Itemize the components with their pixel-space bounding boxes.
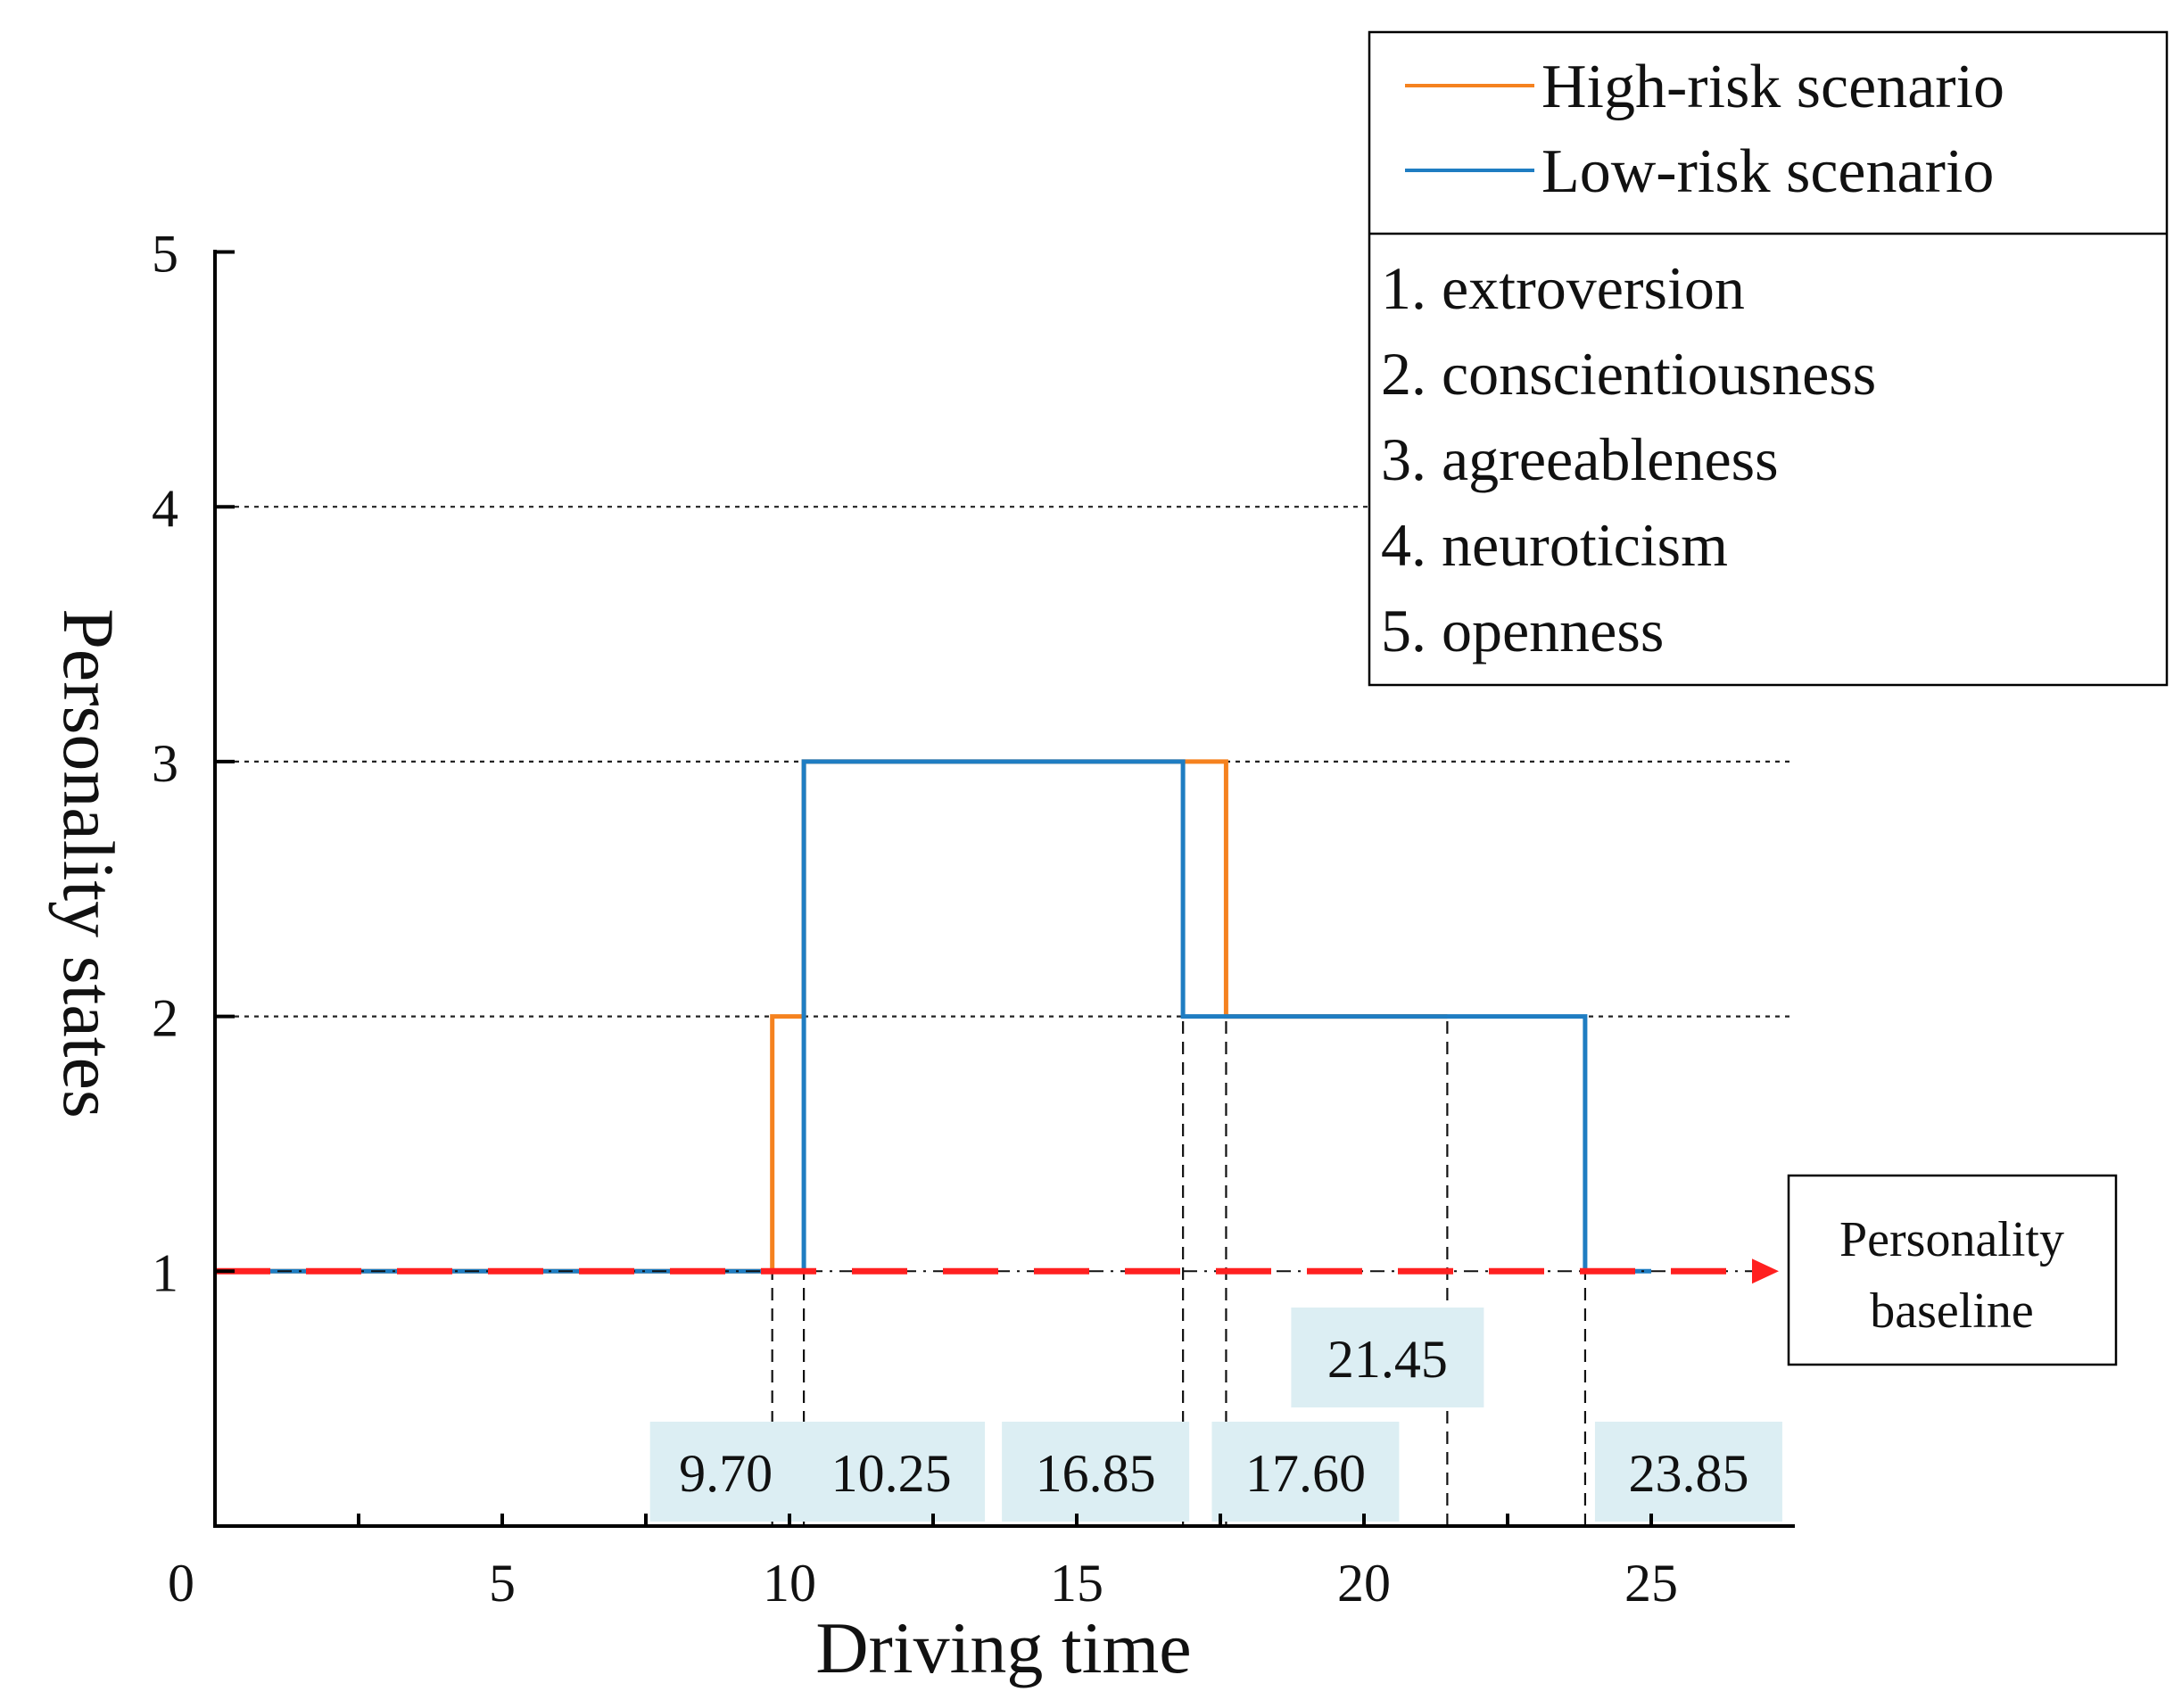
time-label-5: 21.45 [1327,1330,1448,1389]
legend-state-2: 2. conscientiousness [1381,340,1876,408]
series-lines [215,759,1651,1274]
legend-state-1: 1. extroversion [1381,254,1745,322]
y-axis-title: Personality states [48,608,129,1118]
legend-label-high-risk: High-risk scenario [1541,53,2004,121]
y-tick-label-5: 5 [152,225,178,284]
series-line-low-risk [215,759,1651,1274]
baseline-label-line1: Personality [1839,1212,2064,1267]
legend-state-4: 4. neuroticism [1381,511,1728,579]
x-tick-label-5: 5 [489,1554,516,1613]
legend-label-low-risk: Low-risk scenario [1541,137,1994,206]
y-tick-label-1: 1 [152,1243,178,1302]
y-tick-label-3: 3 [152,734,178,793]
baseline-arrowhead [1752,1258,1779,1284]
baseline-label-line2: baseline [1870,1283,2033,1339]
time-label-box-4 [1211,1422,1400,1522]
legend-state-5: 5. openness [1381,597,1664,664]
baseline-label-box: Personality baseline [1787,1174,2118,1366]
axes [213,250,1795,1528]
x-tick-label-10: 10 [763,1554,816,1613]
time-label-box-6 [1594,1422,1782,1522]
time-label-2: 10.25 [831,1444,952,1503]
axis-ticks: 0 5 10 15 20 25 1 2 3 4 5 [152,225,1678,1613]
personality-baseline [215,1258,1779,1284]
legend: High-risk scenario Low-risk scenario 1. … [1368,30,2169,687]
x-tick-label-25: 25 [1624,1554,1678,1613]
x-axis-title: Driving time [815,1607,1191,1688]
x-tick-label-20: 20 [1337,1554,1391,1613]
time-label-boxes: 9.70 10.25 16.85 17.60 21.45 23.85 [649,1308,1782,1522]
y-tick-label-4: 4 [152,479,178,538]
baseline-label-frame [1787,1174,2118,1366]
y-tick-label-2: 2 [152,989,178,1048]
legend-state-3: 3. agreeableness [1381,425,1779,493]
time-label-1: 9.70 [679,1444,773,1503]
time-label-4: 17.60 [1245,1444,1366,1503]
x-tick-label-15: 15 [1050,1554,1103,1613]
time-label-box-5 [1291,1308,1484,1407]
time-label-6: 23.85 [1628,1444,1748,1503]
legend-frame [1368,30,2169,687]
time-label-3: 16.85 [1036,1444,1156,1503]
time-label-box-3 [1002,1422,1190,1522]
time-label-box-1 [649,1422,802,1522]
time-label-box-2 [798,1422,986,1522]
x-tick-label-0: 0 [168,1554,194,1613]
